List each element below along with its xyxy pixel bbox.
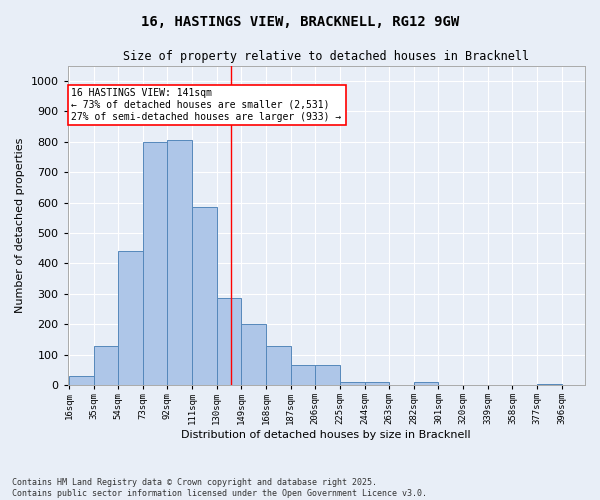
Text: Contains HM Land Registry data © Crown copyright and database right 2025.
Contai: Contains HM Land Registry data © Crown c… (12, 478, 427, 498)
Bar (340, 382, 365, 385)
Bar (143, 142, 167, 385)
Bar (167, 140, 192, 385)
Bar (241, 324, 266, 385)
Text: 16 HASTINGS VIEW: 141sqm
← 73% of detached houses are smaller (2,531)
27% of sem: 16 HASTINGS VIEW: 141sqm ← 73% of detach… (71, 88, 342, 122)
Bar (290, 366, 315, 385)
Bar (266, 346, 290, 385)
Bar (414, 382, 439, 385)
Bar (315, 366, 340, 385)
Bar (365, 382, 389, 385)
Title: Size of property relative to detached houses in Bracknell: Size of property relative to detached ho… (123, 50, 529, 63)
Bar (69, 376, 94, 385)
Bar (537, 384, 562, 385)
X-axis label: Distribution of detached houses by size in Bracknell: Distribution of detached houses by size … (181, 430, 471, 440)
Y-axis label: Number of detached properties: Number of detached properties (15, 138, 25, 313)
Bar (94, 346, 118, 385)
Bar (217, 298, 241, 385)
Bar (118, 252, 143, 385)
Bar (192, 207, 217, 385)
Text: 16, HASTINGS VIEW, BRACKNELL, RG12 9GW: 16, HASTINGS VIEW, BRACKNELL, RG12 9GW (141, 15, 459, 29)
